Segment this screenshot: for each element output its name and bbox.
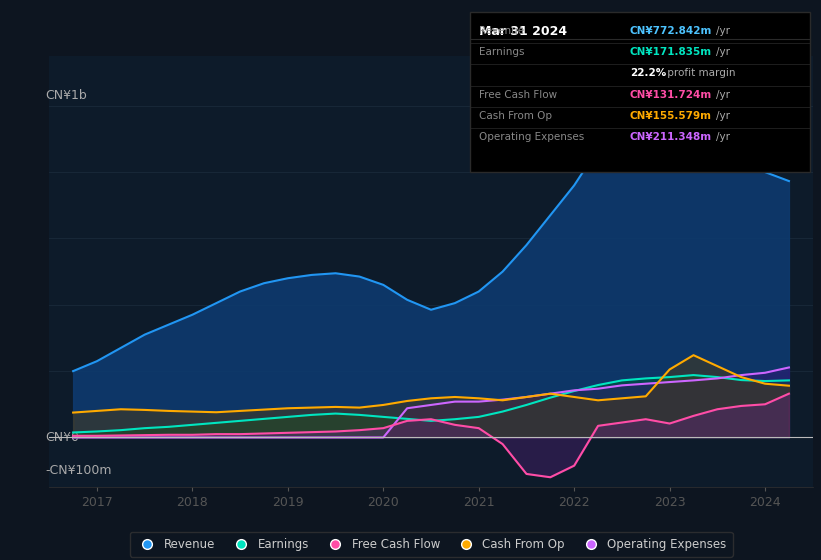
Text: CN¥211.348m: CN¥211.348m: [630, 132, 712, 142]
Text: /yr: /yr: [716, 90, 730, 100]
Text: Free Cash Flow: Free Cash Flow: [479, 90, 557, 100]
Text: CN¥772.842m: CN¥772.842m: [630, 26, 712, 36]
Text: /yr: /yr: [716, 132, 730, 142]
Text: CN¥171.835m: CN¥171.835m: [630, 47, 712, 57]
Text: Operating Expenses: Operating Expenses: [479, 132, 585, 142]
Text: CN¥155.579m: CN¥155.579m: [630, 111, 712, 121]
Text: CN¥1b: CN¥1b: [45, 88, 87, 101]
Text: CN¥131.724m: CN¥131.724m: [630, 90, 712, 100]
Text: /yr: /yr: [716, 26, 730, 36]
Text: /yr: /yr: [716, 47, 730, 57]
Text: -CN¥100m: -CN¥100m: [45, 464, 112, 477]
Text: 22.2%: 22.2%: [630, 68, 666, 78]
Text: /yr: /yr: [716, 111, 730, 121]
Text: CN¥0: CN¥0: [45, 431, 80, 444]
Text: Mar 31 2024: Mar 31 2024: [479, 25, 567, 38]
Text: profit margin: profit margin: [664, 68, 736, 78]
Text: Cash From Op: Cash From Op: [479, 111, 553, 121]
Legend: Revenue, Earnings, Free Cash Flow, Cash From Op, Operating Expenses: Revenue, Earnings, Free Cash Flow, Cash …: [130, 532, 732, 557]
Text: Revenue: Revenue: [479, 26, 525, 36]
Text: Earnings: Earnings: [479, 47, 525, 57]
